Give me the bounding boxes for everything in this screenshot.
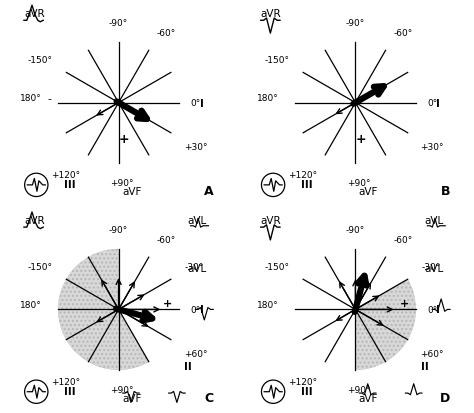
Text: -150°: -150°	[264, 56, 290, 65]
Text: 180°: 180°	[20, 94, 42, 103]
Text: -60°: -60°	[157, 235, 176, 244]
Text: aVF: aVF	[122, 393, 141, 403]
Text: -60°: -60°	[157, 28, 176, 38]
Text: aVF: aVF	[359, 393, 378, 403]
Text: +30°: +30°	[420, 142, 444, 151]
Text: +90°: +90°	[347, 385, 371, 394]
Text: -150°: -150°	[28, 56, 53, 65]
Text: 0°: 0°	[428, 99, 438, 108]
Text: 180°: 180°	[257, 94, 279, 103]
Text: 180°: 180°	[20, 300, 42, 309]
Text: I: I	[437, 305, 440, 315]
Text: aVL: aVL	[187, 215, 206, 225]
Text: 0°: 0°	[191, 99, 201, 108]
Text: III: III	[64, 180, 76, 190]
Text: 0°: 0°	[191, 305, 201, 314]
Text: +: +	[119, 133, 129, 145]
Text: +120°: +120°	[51, 377, 80, 386]
Text: +: +	[356, 133, 366, 145]
Text: -90°: -90°	[346, 225, 365, 235]
Text: +60°: +60°	[420, 349, 444, 358]
Text: +30°: +30°	[184, 142, 207, 151]
Text: +: +	[164, 299, 173, 309]
Text: A: A	[204, 185, 213, 198]
Text: 0°: 0°	[428, 305, 438, 314]
Text: I: I	[437, 98, 440, 108]
Text: +120°: +120°	[51, 171, 80, 179]
Text: +60°: +60°	[184, 349, 207, 358]
Text: +90°: +90°	[110, 178, 134, 188]
Text: II: II	[184, 361, 191, 371]
Text: B: B	[440, 185, 450, 198]
Text: -60°: -60°	[394, 235, 413, 244]
Text: III: III	[301, 386, 313, 396]
Text: aVL: aVL	[424, 263, 443, 273]
Text: aVR: aVR	[261, 215, 282, 225]
Wedge shape	[356, 280, 416, 370]
Text: +90°: +90°	[110, 385, 134, 394]
Text: aVR: aVR	[261, 9, 282, 19]
Text: aVF: aVF	[359, 187, 378, 197]
Text: aVF: aVF	[122, 187, 141, 197]
Text: aVR: aVR	[24, 9, 45, 19]
Text: -30°: -30°	[421, 262, 440, 271]
Wedge shape	[58, 249, 149, 370]
Text: +: +	[400, 299, 410, 309]
Text: +90°: +90°	[347, 178, 371, 188]
Text: +120°: +120°	[288, 171, 317, 179]
Text: aVL: aVL	[187, 263, 206, 273]
Text: 180°: 180°	[257, 300, 279, 309]
Text: -150°: -150°	[28, 262, 53, 271]
Text: C: C	[204, 391, 213, 404]
Text: -90°: -90°	[346, 19, 365, 28]
Text: -: -	[47, 94, 51, 104]
Text: -30°: -30°	[184, 262, 204, 271]
Text: -90°: -90°	[109, 225, 128, 235]
Text: I: I	[200, 98, 203, 108]
Text: I: I	[200, 305, 203, 315]
Text: -90°: -90°	[109, 19, 128, 28]
Text: III: III	[64, 386, 76, 396]
Text: aVL: aVL	[424, 215, 443, 225]
Text: -60°: -60°	[394, 28, 413, 38]
Text: -150°: -150°	[264, 262, 290, 271]
Text: aVR: aVR	[24, 215, 45, 225]
Text: +120°: +120°	[288, 377, 317, 386]
Text: II: II	[420, 361, 428, 371]
Text: D: D	[440, 391, 450, 404]
Text: III: III	[301, 180, 313, 190]
